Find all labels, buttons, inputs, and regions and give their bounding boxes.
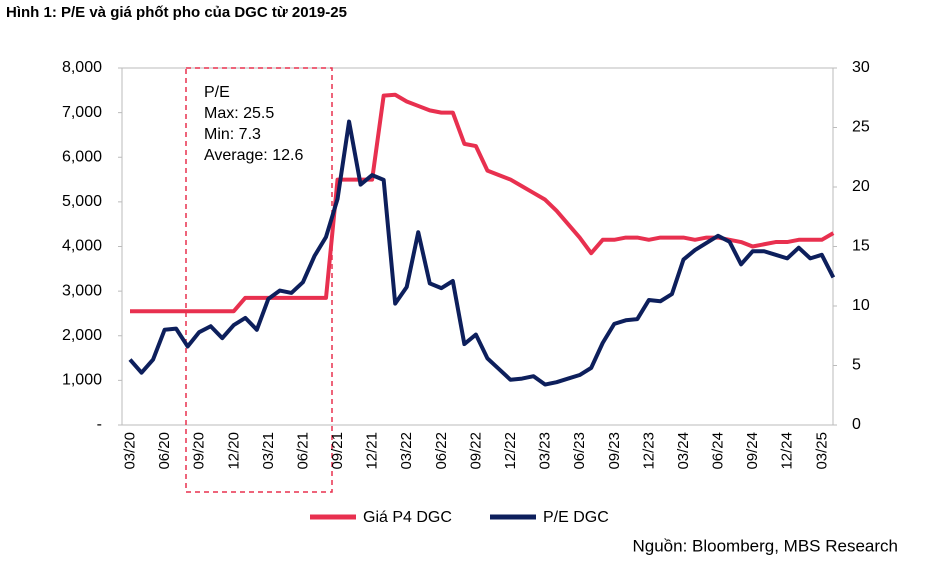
x-tick-label: 06/20 xyxy=(156,432,173,470)
y-tick-label: 3,000 xyxy=(62,282,102,299)
annotation: P/E xyxy=(204,84,230,101)
x-tick-label: 03/20 xyxy=(122,432,139,470)
y-tick-label: 1,000 xyxy=(62,372,102,389)
y-tick-label: - xyxy=(97,416,102,433)
x-tick-label: 09/24 xyxy=(744,432,761,470)
legend-label: Giá P4 DGC xyxy=(363,509,452,526)
y-tick-label: 2,000 xyxy=(62,327,102,344)
y-tick-label: 7,000 xyxy=(62,104,102,121)
x-tick-label: 12/21 xyxy=(364,432,381,470)
x-tick-label: 06/23 xyxy=(571,432,588,470)
x-tick-label: 09/22 xyxy=(467,432,484,470)
x-tick-label: 03/24 xyxy=(675,432,692,470)
y2-tick-label: 30 xyxy=(852,59,870,76)
source: Nguồn: Bloomberg, MBS Research xyxy=(632,536,898,555)
x-tick-label: 06/22 xyxy=(433,432,450,470)
x-tick-label: 06/21 xyxy=(294,432,311,470)
x-tick-label: 06/24 xyxy=(710,432,727,470)
y2-tick-label: 25 xyxy=(852,119,870,136)
x-tick-label: 12/23 xyxy=(640,432,657,470)
x-tick-label: 03/21 xyxy=(260,432,277,470)
y-tick-label: 4,000 xyxy=(62,238,102,255)
x-tick-label: 03/22 xyxy=(398,432,415,470)
annotation: Average: 12.6 xyxy=(204,147,303,164)
x-tick-label: 12/20 xyxy=(225,432,242,470)
y2-tick-label: 5 xyxy=(852,357,861,374)
y-tick-label: 5,000 xyxy=(62,193,102,210)
annotation: Min: 7.3 xyxy=(204,126,261,143)
y-tick-label: 8,000 xyxy=(62,59,102,76)
y-tick-label: 6,000 xyxy=(62,148,102,165)
highlight-box xyxy=(185,67,333,493)
y2-tick-label: 15 xyxy=(852,238,870,255)
annotation: Max: 25.5 xyxy=(204,105,274,122)
y2-tick-label: 10 xyxy=(852,297,870,314)
x-tick-label: 12/24 xyxy=(779,432,796,470)
x-tick-label: 12/22 xyxy=(502,432,519,470)
x-tick-label: 09/23 xyxy=(606,432,623,470)
series-line xyxy=(128,119,836,387)
y2-tick-label: 0 xyxy=(852,416,861,433)
x-tick-label: 03/25 xyxy=(813,432,830,470)
x-tick-label: 03/23 xyxy=(537,432,554,470)
legend-label: P/E DGC xyxy=(543,509,609,526)
x-tick-label: 09/20 xyxy=(191,432,208,470)
y2-tick-label: 20 xyxy=(852,178,870,195)
x-tick-label: 09/21 xyxy=(329,432,346,470)
chart-title: Hình 1: P/E và giá phốt pho của DGC từ 2… xyxy=(6,4,347,21)
